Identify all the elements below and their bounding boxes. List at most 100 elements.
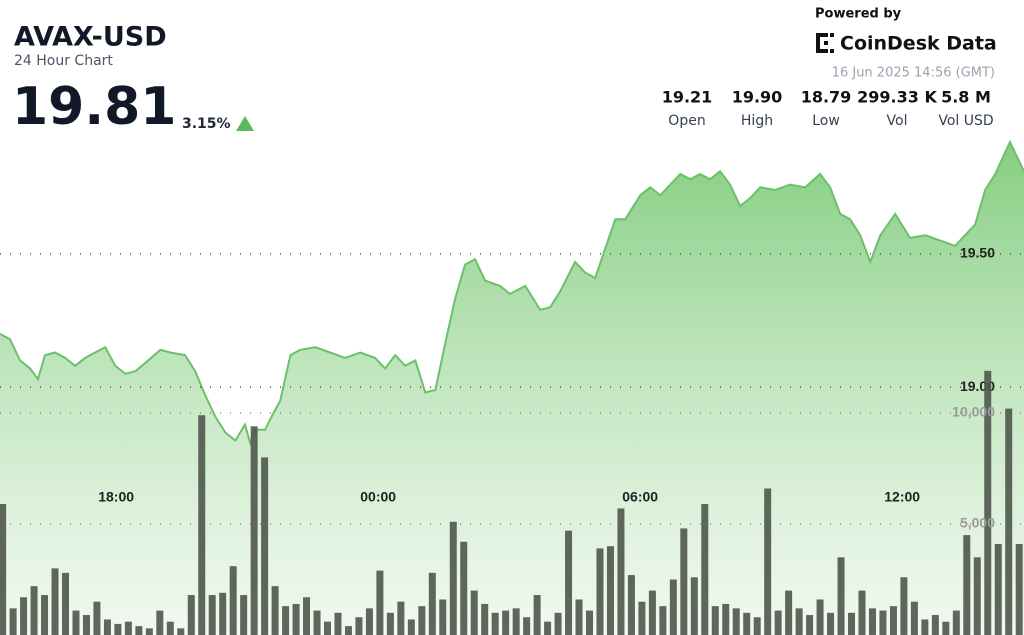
volume-bar <box>701 504 709 635</box>
stat-label: Vol <box>887 113 908 129</box>
volume-bar <box>72 610 80 635</box>
volume-bar <box>785 590 793 635</box>
volume-bar <box>41 595 49 635</box>
volume-bar <box>523 617 531 635</box>
volume-bar <box>1005 408 1013 635</box>
volume-bar <box>617 508 625 635</box>
change: 3.15% <box>182 116 231 132</box>
volume-bar <box>481 603 489 635</box>
volume-bar <box>669 579 677 635</box>
volume-bar <box>544 621 552 635</box>
volume-bar <box>533 595 541 635</box>
y2-tick-label: 5,000 <box>960 515 995 531</box>
volume-bar <box>344 626 352 635</box>
volume-bar <box>942 621 950 635</box>
volume-bar <box>219 592 227 635</box>
volume-bar <box>166 621 174 635</box>
volume-bar <box>722 603 730 635</box>
volume-bar <box>648 590 656 635</box>
volume-bar <box>554 612 562 635</box>
volume-bar <box>449 521 457 635</box>
volume-bar <box>806 615 814 635</box>
price: 19.81 <box>12 77 176 137</box>
volume-bar <box>512 608 520 635</box>
volume-bar <box>984 370 992 635</box>
volume-bar <box>303 597 311 635</box>
volume-bar <box>910 601 918 635</box>
up-arrow <box>236 116 254 131</box>
volume-bar <box>774 610 782 635</box>
volume-bar <box>931 615 939 635</box>
brand: CoinDesk Data <box>840 33 997 55</box>
volume-bar <box>973 557 981 635</box>
volume-bar <box>397 601 405 635</box>
powered-by: Powered by <box>815 7 902 22</box>
volume-bar <box>460 541 468 635</box>
volume-bar <box>135 626 143 635</box>
volume-bar <box>30 586 38 635</box>
volume-bar <box>0 504 7 635</box>
volume-bar <box>51 568 59 635</box>
volume-bar <box>680 528 688 635</box>
volume-bar <box>177 628 185 635</box>
volume-bar <box>292 603 300 635</box>
volume-bar <box>868 608 876 635</box>
volume-bar <box>764 488 772 635</box>
volume-bar <box>82 615 90 635</box>
volume-bar <box>994 543 1002 635</box>
volume-bar <box>921 619 929 635</box>
y-tick-label: 19.50 <box>960 245 995 261</box>
timestamp: 16 Jun 2025 14:56 (GMT) <box>832 66 995 81</box>
volume-bar <box>407 619 415 635</box>
volume-bar <box>145 628 153 635</box>
volume-bar <box>848 612 856 635</box>
volume-bar <box>690 577 698 635</box>
volume-bar <box>324 621 332 635</box>
volume-bar <box>114 623 122 635</box>
price-line <box>0 139 1024 447</box>
volume-bar <box>753 617 761 635</box>
volume-bar <box>575 599 583 635</box>
volume-bar <box>229 566 237 635</box>
volume-bar <box>156 610 164 635</box>
x-tick-label: 12:00 <box>884 489 920 505</box>
volume-bar <box>879 610 887 635</box>
subtitle: 24 Hour Chart <box>14 53 113 69</box>
volume-bar <box>565 530 573 635</box>
volume-bar <box>837 557 845 635</box>
volume-bar <box>9 608 17 635</box>
volume-bar <box>240 595 248 635</box>
volume-bar <box>711 606 719 635</box>
volume-bar <box>62 572 70 635</box>
volume-bar <box>900 577 908 635</box>
volume-bar <box>334 612 342 635</box>
volume-bar <box>827 612 835 635</box>
volume-bar <box>198 415 206 635</box>
volume-bar <box>386 612 394 635</box>
title: AVAX-USD <box>14 22 167 53</box>
volume-bar <box>376 570 384 635</box>
volume-bar <box>743 612 751 635</box>
stat-label: High <box>741 113 773 129</box>
stat-value: 19.21 <box>662 88 713 107</box>
stat-value: 18.79 <box>801 88 852 107</box>
volume-bar <box>261 457 269 635</box>
volume-bar <box>586 610 594 635</box>
volume-bar <box>282 606 290 635</box>
volume-bar <box>439 599 447 635</box>
area-fill <box>0 142 1024 635</box>
volume-bar <box>638 601 646 635</box>
volume-bar <box>124 621 132 635</box>
x-tick-label: 06:00 <box>622 489 658 505</box>
x-tick-label: 00:00 <box>360 489 396 505</box>
volume-bar <box>365 608 373 635</box>
volume-bar <box>428 572 436 635</box>
volume-bar <box>732 608 740 635</box>
volume-bar <box>627 575 635 635</box>
volume-bar <box>93 601 101 635</box>
volume-bar <box>795 608 803 635</box>
stat-value: 19.90 <box>732 88 783 107</box>
volume-bar <box>606 546 614 635</box>
logo-icon <box>816 33 834 53</box>
